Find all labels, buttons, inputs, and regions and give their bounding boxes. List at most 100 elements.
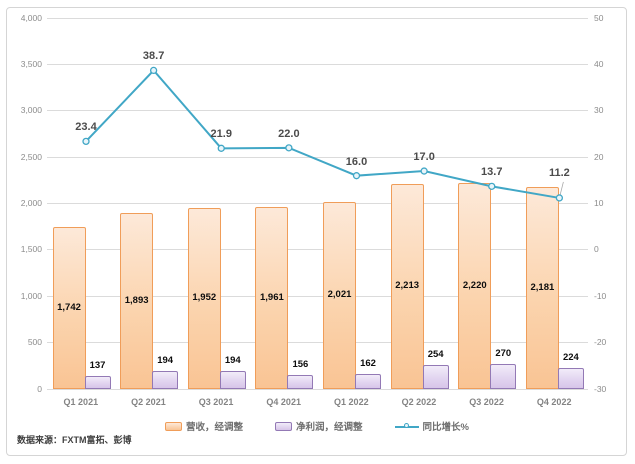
growth-label: 16.0	[345, 155, 368, 168]
growth-marker	[420, 167, 428, 175]
revenue-bar-label: 1,961	[259, 292, 284, 304]
y-axis-tick-left: 500	[27, 337, 42, 348]
y-axis-tick-left: 1,500	[20, 244, 42, 255]
revenue-bar-label: 2,220	[462, 280, 487, 292]
revenue-bar-label: 1,952	[192, 292, 217, 304]
profit-swatch-icon	[275, 421, 293, 431]
growth-marker	[82, 137, 90, 146]
growth-marker	[488, 182, 496, 190]
y-axis-tick-right: 40	[594, 58, 604, 69]
growth-marker	[352, 172, 361, 180]
category-label: Q1 2021	[63, 397, 99, 407]
growth-marker	[149, 66, 158, 75]
y-axis-tick-left: 0	[37, 383, 42, 394]
profit-bar-label: 270	[495, 347, 512, 359]
revenue-bar	[187, 207, 221, 389]
profit-bar	[287, 374, 314, 389]
revenue-bar-label: 1,893	[124, 295, 149, 307]
category-label: Q2 2022	[401, 397, 437, 407]
y-axis-tick-left: 2,000	[20, 198, 42, 208]
growth-marker	[285, 144, 293, 152]
legend-label: 净利润，经调整	[296, 422, 363, 433]
growth-label: 22.0	[278, 127, 300, 140]
revenue-bar-label: 2,021	[327, 289, 352, 301]
category-label: Q4 2022	[536, 397, 572, 407]
revenue-bar	[525, 186, 559, 389]
profit-bar	[355, 373, 381, 389]
profit-bar	[422, 365, 449, 389]
growth-line-swatch-marker	[403, 423, 409, 428]
growth-line	[85, 68, 560, 199]
revenue-swatch-icon	[165, 421, 182, 431]
source-note: 数据来源：FXTM富拓、彭博	[17, 435, 132, 445]
label-leader-line	[559, 181, 564, 197]
category-label: Q3 2022	[469, 397, 504, 407]
legend: 营收，经调整 净利润，经调整 同比增长%	[165, 419, 469, 433]
growth-label: 11.2	[548, 166, 570, 179]
profit-bar-label: 224	[562, 352, 579, 364]
gridline	[47, 17, 588, 19]
y-axis-tick-right: -20	[594, 337, 607, 348]
growth-line-swatch-icon	[394, 422, 419, 431]
growth-label: 23.4	[75, 121, 97, 134]
revenue-bar	[458, 183, 492, 389]
legend-label: 同比增长%	[422, 422, 469, 433]
revenue-bar	[390, 183, 424, 389]
growth-label: 17.0	[413, 151, 435, 164]
category-label: Q4 2021	[266, 397, 301, 407]
growth-line-layer	[82, 66, 564, 202]
profit-bar-label: 156	[292, 358, 309, 370]
plot-area: 1,742 137 1,893 194 1,952 194 1,961 156 2,021 162…	[47, 17, 588, 390]
profit-bar	[490, 363, 517, 389]
gridline	[47, 295, 588, 297]
y-axis-tick-right: 0	[594, 244, 599, 255]
profit-bar-label: 254	[427, 349, 444, 361]
revenue-bar	[255, 207, 289, 389]
growth-label: 38.7	[142, 50, 165, 63]
growth-label: 13.7	[481, 166, 503, 179]
profit-bar	[84, 376, 111, 389]
y-axis-tick-right: -10	[594, 290, 607, 301]
gridline	[47, 156, 588, 158]
gridline	[47, 63, 588, 65]
revenue-bar	[323, 201, 356, 389]
y-axis-tick-left: 4,000	[20, 12, 42, 23]
revenue-bar	[52, 227, 86, 389]
legend-item-growth: 同比增长%	[394, 419, 469, 433]
y-axis-tick-right: 10	[594, 198, 604, 208]
profit-bar-label: 194	[224, 355, 241, 366]
gridline	[47, 342, 588, 344]
revenue-bar-label: 2,213	[395, 280, 420, 292]
y-axis-tick-right: 30	[594, 105, 604, 116]
gridline	[47, 388, 588, 390]
legend-label: 营收，经调整	[186, 422, 244, 433]
category-label: Q2 2021	[131, 397, 166, 407]
legend-item-revenue: 营收，经调整	[165, 419, 243, 433]
gridline	[47, 249, 588, 251]
profit-bar-label: 194	[157, 355, 174, 366]
y-axis-tick-right: 50	[594, 12, 604, 23]
profit-bar	[219, 371, 246, 389]
y-axis-tick-right: 20	[594, 151, 604, 162]
y-axis-tick-left: 3,500	[20, 58, 42, 69]
revenue-bar-label: 2,181	[530, 281, 555, 293]
profit-bar-label: 137	[89, 360, 106, 372]
category-label: Q1 2022	[334, 397, 369, 407]
category-label: Q3 2021	[198, 397, 234, 407]
profit-bar-label: 162	[360, 357, 376, 369]
y-axis-tick-left: 2,500	[20, 151, 42, 162]
gridline	[47, 110, 588, 112]
growth-marker	[217, 144, 225, 152]
revenue-bar-label: 1,742	[57, 302, 81, 314]
gridline	[47, 203, 588, 204]
profit-bar	[557, 368, 584, 389]
growth-label: 21.9	[210, 128, 232, 141]
revenue-bar	[120, 213, 154, 389]
y-axis-tick-right: -30	[594, 383, 607, 394]
profit-bar	[152, 371, 179, 389]
growth-marker	[555, 194, 564, 202]
y-axis-tick-left: 3,000	[20, 105, 42, 116]
y-axis-tick-left: 1,000	[20, 290, 42, 301]
legend-item-profit: 净利润，经调整	[275, 419, 363, 433]
